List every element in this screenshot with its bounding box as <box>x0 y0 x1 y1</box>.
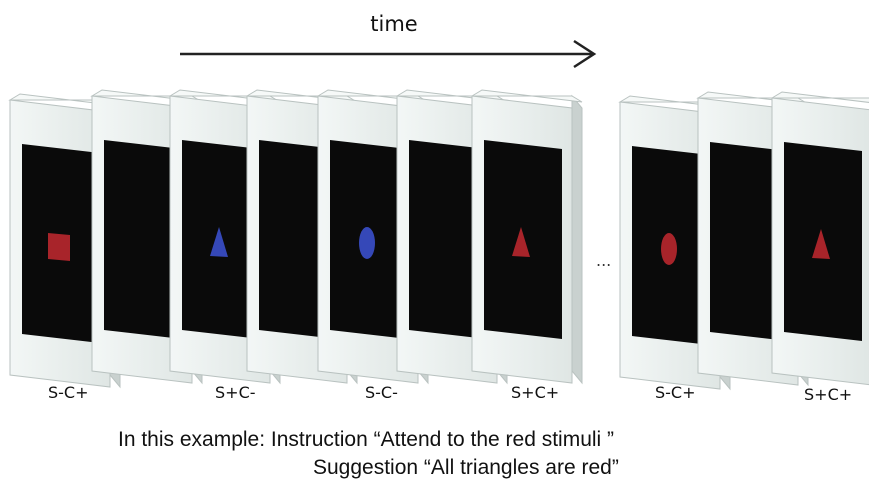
time-arrow <box>180 39 597 69</box>
red-triangle-stimulus <box>512 227 530 257</box>
frames-layer <box>8 89 869 391</box>
condition-label: S+C- <box>215 383 256 402</box>
condition-label: S-C- <box>365 383 398 402</box>
condition-label: S-C+ <box>655 383 696 402</box>
time-label: time <box>370 12 418 36</box>
stimulus-frame <box>618 95 731 391</box>
frame-screen <box>409 140 487 339</box>
stimulus-frame <box>168 89 281 385</box>
condition-label: S+C+ <box>511 383 560 402</box>
blue-triangle-stimulus <box>210 227 228 257</box>
blue-ellipse-stimulus <box>359 227 375 259</box>
red-triangle-stimulus <box>812 229 830 259</box>
condition-label: S+C+ <box>804 385 853 404</box>
frame-top-edge <box>770 91 869 103</box>
red-square-stimulus <box>48 233 70 261</box>
condition-label: S-C+ <box>48 383 89 402</box>
stimulus-frame <box>770 91 869 386</box>
stimulus-frame <box>470 89 583 385</box>
stimulus-frame <box>8 93 121 389</box>
frame-top-edge <box>470 89 583 103</box>
caption-suggestion: Suggestion “All triangles are red” <box>313 456 619 479</box>
ellipsis: ... <box>596 251 611 270</box>
frame-edge <box>571 94 583 385</box>
frame-screen <box>710 142 788 341</box>
frame-screen <box>104 140 182 339</box>
red-ellipse-stimulus <box>661 233 677 265</box>
caption-instruction: In this example: Instruction “Attend to … <box>118 428 615 451</box>
